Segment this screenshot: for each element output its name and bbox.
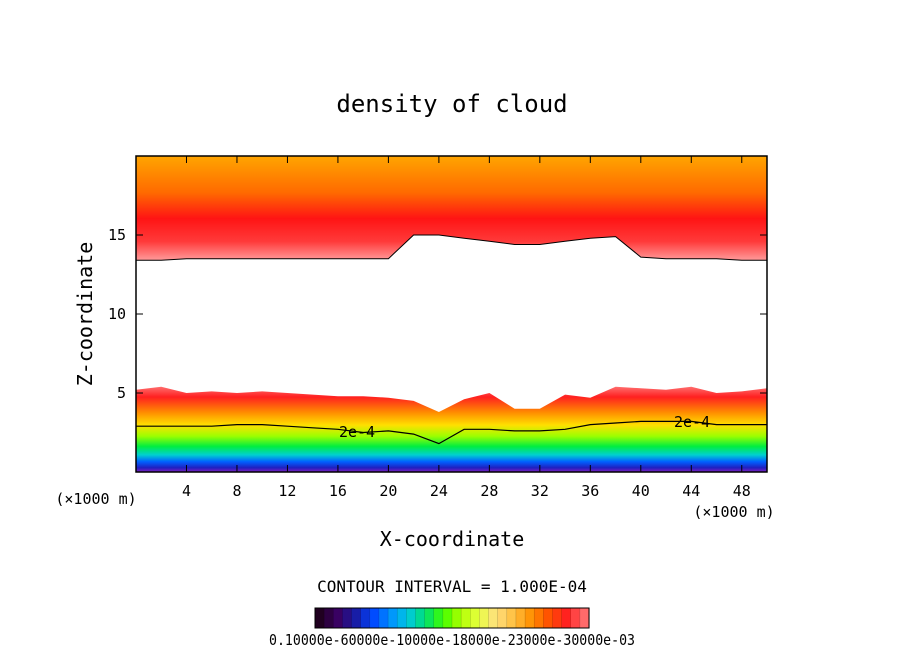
x-tick-label: 48 xyxy=(733,482,751,500)
y-tick-label: 5 xyxy=(117,384,126,402)
x-axis-label: X-coordinate xyxy=(380,527,525,551)
y-tick-label: 10 xyxy=(108,305,126,323)
colorbar-swatch xyxy=(515,607,526,629)
x-tick-label: 40 xyxy=(632,482,650,500)
x-axis-unit-right: (×1000 m) xyxy=(693,503,774,521)
colorbar-swatch xyxy=(314,607,325,629)
colorbar-swatch xyxy=(396,607,408,629)
contour-line-2e-4 xyxy=(136,420,767,445)
colorbar-frame xyxy=(314,607,590,629)
y-axis-ticks: 5 10 15 xyxy=(108,226,767,402)
colorbar-swatch xyxy=(424,607,435,629)
colorbar-swatch xyxy=(323,607,335,629)
colorbar-swatch xyxy=(488,607,499,629)
x-tick-label: 44 xyxy=(682,482,700,500)
x-axis-ticks: 4 8 12 16 20 24 28 32 36 40 44 48 xyxy=(182,156,751,500)
contour-interval-text: CONTOUR INTERVAL = 1.000E-04 xyxy=(317,577,587,596)
colorbar-swatch xyxy=(570,607,581,629)
x-tick-label: 12 xyxy=(278,482,296,500)
colorbar-swatch xyxy=(451,607,462,629)
colorbar-swatch xyxy=(497,607,508,629)
colorbar xyxy=(314,607,590,629)
colorbar-swatch xyxy=(406,607,417,629)
colorbar-swatch xyxy=(387,607,398,629)
colorbar-swatch xyxy=(524,607,535,629)
colorbar-swatch xyxy=(433,607,444,629)
colorbar-swatch xyxy=(333,607,344,629)
x-tick-label: 24 xyxy=(430,482,448,500)
upper-layer-contour-edge xyxy=(136,234,767,261)
colorbar-swatch xyxy=(442,607,453,629)
colorbar-swatch xyxy=(460,607,472,629)
colorbar-swatch xyxy=(479,607,490,629)
x-tick-label: 28 xyxy=(480,482,498,500)
chart-title: density of cloud xyxy=(336,90,567,118)
colorbar-swatch xyxy=(561,607,572,629)
colorbar-swatch xyxy=(552,607,563,629)
x-axis-unit: (×1000 m) xyxy=(55,490,136,508)
contour-label-1: 2e-4 xyxy=(339,423,375,441)
colorbar-swatch xyxy=(342,607,353,629)
colorbar-swatch xyxy=(506,607,517,629)
colorbar-labels: 0.10000e-60000e-10000e-18000e-23000e-300… xyxy=(269,631,635,649)
y-axis-label: Z-coordinate xyxy=(73,242,97,387)
colorbar-swatch xyxy=(579,607,590,629)
x-tick-label: 4 xyxy=(182,482,191,500)
x-tick-label: 36 xyxy=(581,482,599,500)
colorbar-swatch xyxy=(415,607,426,629)
colorbar-swatch xyxy=(369,607,380,629)
colorbar-swatch xyxy=(543,607,554,629)
y-tick-label: 15 xyxy=(108,226,126,244)
colorbar-swatch xyxy=(378,607,389,629)
colorbar-swatch xyxy=(470,607,481,629)
x-tick-label: 8 xyxy=(232,482,241,500)
contour-label-2: 2e-4 xyxy=(674,413,710,431)
upper-cloud-layer xyxy=(136,156,767,261)
colorbar-swatch xyxy=(533,607,545,629)
colorbar-swatch xyxy=(360,607,371,629)
x-tick-label: 16 xyxy=(329,482,347,500)
x-tick-label: 32 xyxy=(531,482,549,500)
x-tick-label: 20 xyxy=(379,482,397,500)
lower-cloud-layer xyxy=(136,386,767,472)
colorbar-swatch xyxy=(351,607,362,629)
